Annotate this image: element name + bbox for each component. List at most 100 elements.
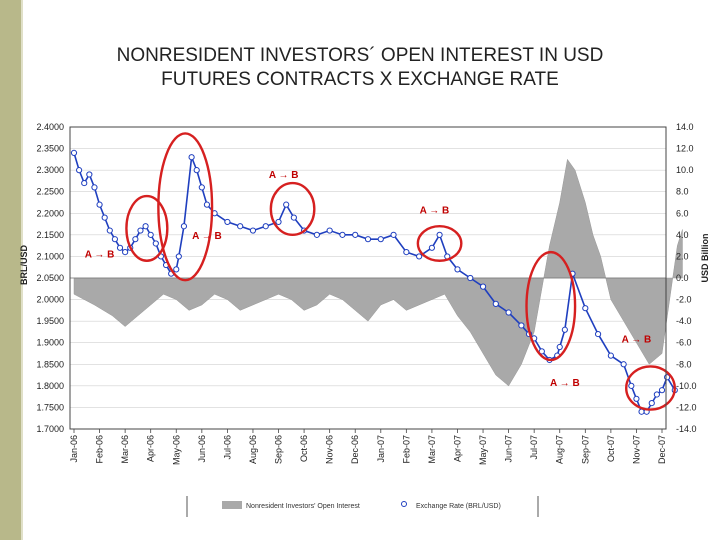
right-tick-label: 12.0 <box>676 144 694 154</box>
right-tick-label: -8.0 <box>676 359 692 369</box>
left-tick-label: 2.2000 <box>36 208 64 218</box>
exchange-rate-point <box>479 283 487 290</box>
x-tick-label: Jun-06 <box>197 435 207 463</box>
left-tick-label: 2.4000 <box>36 122 64 132</box>
plot-frame <box>69 126 667 430</box>
annotation-label: A → B <box>550 378 580 389</box>
highlight-circle <box>625 365 676 411</box>
exchange-rate-point <box>561 326 568 333</box>
exchange-rate-point <box>111 236 119 243</box>
exchange-rate-point <box>290 214 297 221</box>
exchange-rate-point <box>249 227 257 234</box>
x-tick-label: May-07 <box>478 435 488 465</box>
exchange-rate-point <box>628 382 635 389</box>
exchange-rate-point <box>339 231 346 238</box>
exchange-rate-point <box>428 244 436 251</box>
x-tick-label: Dec-07 <box>657 435 667 464</box>
x-tick-label: Apr-07 <box>452 435 462 462</box>
left-tick-label: 2.3000 <box>36 165 64 175</box>
annotation-label: A → B <box>85 249 115 260</box>
annotations: A → B A → B A → B A → B A → B A → B <box>85 170 652 389</box>
right-tick-label: -12.0 <box>676 402 697 412</box>
exchange-rate-point <box>106 227 113 234</box>
right-tick-label: 4.0 <box>676 230 689 240</box>
x-tick-label: Oct-07 <box>606 435 616 462</box>
legend-area-swatch <box>222 501 242 509</box>
right-tick-label: 6.0 <box>676 208 689 218</box>
exchange-rate-point <box>648 400 655 407</box>
left-tick-label: 1.7000 <box>36 424 64 434</box>
highlight-circle <box>125 194 169 262</box>
exchange-rate-point <box>313 231 320 238</box>
left-tick-label: 2.1500 <box>36 230 64 240</box>
right-tick-label: 0.0 <box>676 273 689 283</box>
exchange-rate-point <box>193 167 200 174</box>
exchange-rate-point <box>188 154 195 161</box>
right-tick-label: -4.0 <box>676 316 692 326</box>
right-axis-label: USD Billion <box>700 234 710 283</box>
left-axis-label: BRL/USD <box>19 245 29 285</box>
left-tick-label: 1.8000 <box>36 381 64 391</box>
highlight-circles <box>125 132 676 411</box>
exchange-rate-point <box>101 214 108 221</box>
exchange-rate-point <box>137 227 144 234</box>
highlight-circle <box>525 250 577 362</box>
exchange-rate-point <box>620 361 627 368</box>
exchange-rate-point <box>416 253 423 260</box>
legend: Nonresident Investors' Open Interest Exch… <box>186 496 539 517</box>
exchange-rate-point <box>505 309 512 316</box>
exchange-rate-point <box>262 223 269 230</box>
chart-title-line-1: NONRESIDENT INVESTORS´ OPEN INTEREST IN … <box>116 45 604 66</box>
x-tick-label: Mar-06 <box>120 435 130 464</box>
exchange-rate-point <box>364 236 372 243</box>
exchange-rate-point <box>607 352 614 359</box>
exchange-rate-point <box>658 387 666 394</box>
x-tick-label: Dec-06 <box>350 435 360 464</box>
exchange-rate-point <box>283 201 290 208</box>
right-tick-label: -6.0 <box>676 338 692 348</box>
exchange-rate-point <box>81 179 88 187</box>
x-tick-label: Mar-07 <box>427 435 437 464</box>
exchange-rate-point <box>203 201 211 208</box>
right-tick-label: 14.0 <box>676 122 694 132</box>
x-tick-label: Nov-06 <box>325 435 335 464</box>
exchange-rate-point <box>594 330 602 338</box>
exchange-rate-point <box>198 184 205 191</box>
chart-title-line-2: FUTURES CONTRACTS X EXCHANGE RATE <box>161 69 559 90</box>
exchange-rate-point <box>556 343 563 351</box>
exchange-rate-point <box>142 223 149 230</box>
left-tick-label: 2.3500 <box>36 144 64 154</box>
x-tick-label: Sep-07 <box>580 435 590 464</box>
exchange-rate-point <box>86 171 93 178</box>
right-tick-label: -14.0 <box>676 424 697 434</box>
exchange-rate-point <box>147 231 154 238</box>
exchange-rate-point <box>492 300 499 307</box>
legend-line-marker <box>401 501 407 507</box>
exchange-rate-point <box>122 249 129 256</box>
x-tick-label: Jan-07 <box>376 435 386 463</box>
x-tick-label: Aug-07 <box>555 435 565 464</box>
exchange-rate-point <box>275 218 282 226</box>
highlight-circle <box>157 132 214 282</box>
left-tick-label: 2.2500 <box>36 187 64 197</box>
exchange-rate-point <box>76 167 83 174</box>
exchange-rate-point <box>582 305 589 312</box>
x-tick-label: Oct-06 <box>299 435 309 462</box>
left-tick-label: 1.7500 <box>36 402 64 412</box>
left-tick-label: 2.0000 <box>36 295 64 305</box>
exchange-rate-point <box>377 236 384 243</box>
exchange-rate-point <box>454 266 461 273</box>
exchange-rate-point <box>96 201 103 208</box>
legend-area-label: Nonresident Investors' Open Interest <box>246 503 360 510</box>
exchange-rate-point <box>173 266 180 273</box>
x-tick-label: Jun-07 <box>504 435 514 463</box>
x-tick-label: Feb-07 <box>401 435 411 464</box>
exchange-rate-point <box>467 274 474 282</box>
exchange-rate-point <box>653 391 660 398</box>
x-tick-label: Apr-06 <box>146 435 156 462</box>
x-tick-label: Jul-06 <box>222 435 232 460</box>
right-tick-label: 8.0 <box>676 187 689 197</box>
x-tick-label: Sep-06 <box>274 435 284 464</box>
x-tick-label: May-06 <box>171 435 181 465</box>
